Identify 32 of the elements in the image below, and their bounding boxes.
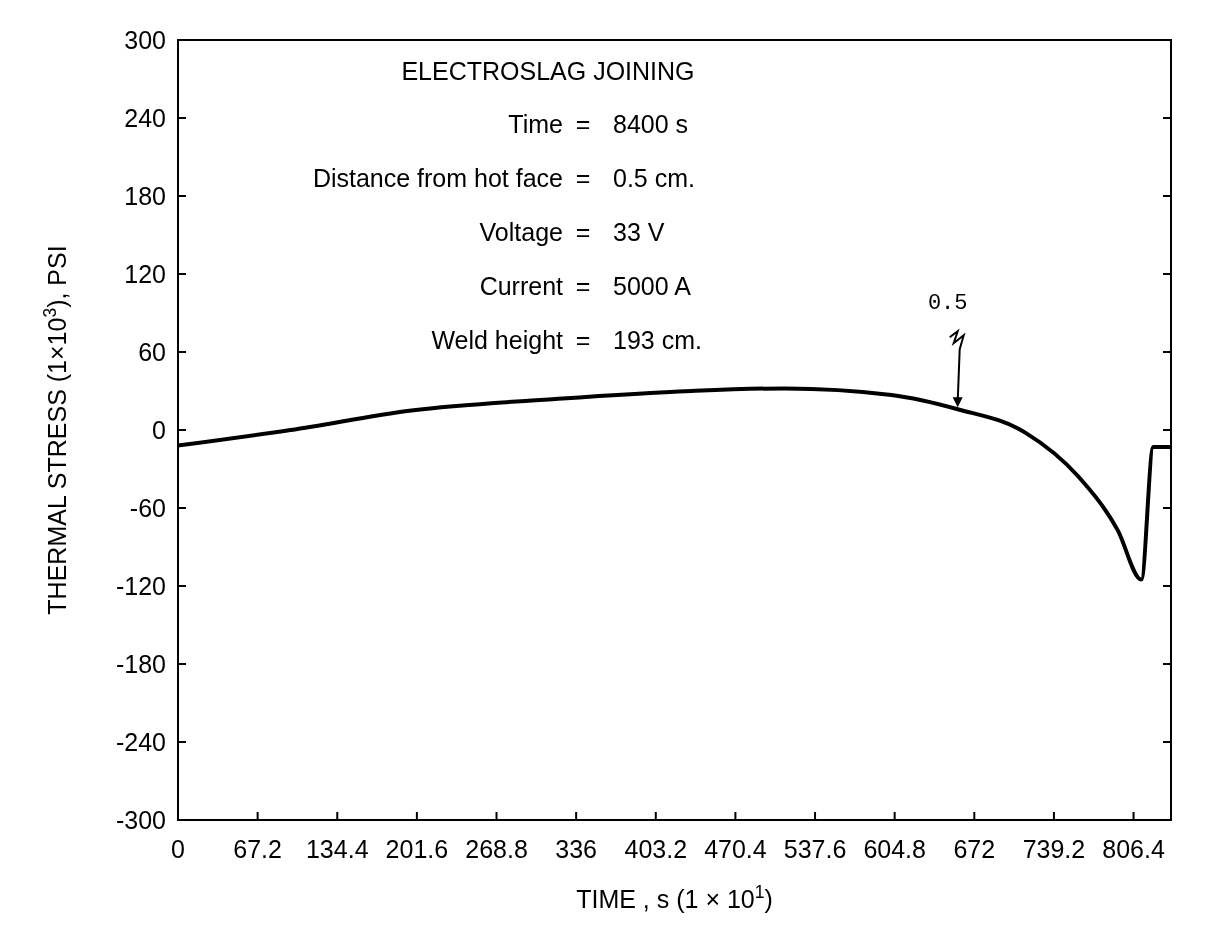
- x-tick-label: 336: [555, 835, 598, 863]
- x-tick-label: 134.4: [305, 835, 369, 863]
- y-tick-label: -300: [115, 806, 166, 834]
- y-tick-label: -120: [115, 572, 166, 600]
- y-tick-label: -60: [129, 494, 166, 522]
- x-tick-label: 0: [171, 835, 185, 863]
- y-tick-label: 0: [152, 416, 166, 444]
- y-tick-label: 120: [124, 260, 166, 288]
- x-tick-label: 604.8: [863, 835, 926, 863]
- y-tick-label: 300: [124, 26, 166, 54]
- annotation: Voltage = 33 V: [479, 218, 665, 246]
- x-tick-label: 672: [953, 835, 996, 863]
- x-tick-label: 537.6: [783, 835, 847, 863]
- text: ELECTROSLAG JOINING: [401, 57, 695, 85]
- annotation: Distance from hot face = 0.5 cm.: [312, 164, 695, 192]
- x-tick-label: 67.2: [233, 835, 282, 863]
- annotation: 0.5: [927, 291, 968, 317]
- x-axis-title: TIME , s (1 × 10$^{1}$): [576, 882, 773, 913]
- y-tick-label: 240: [124, 104, 166, 132]
- x-tick-label: 201.6: [385, 835, 449, 863]
- annotation: Time = 8400 s: [508, 110, 689, 138]
- x-tick-label: 470.4: [704, 835, 767, 863]
- x-tick-label: 403.2: [624, 835, 688, 863]
- annotation: Current = 5000 A: [479, 272, 692, 300]
- y-tick-label: 60: [138, 338, 166, 366]
- y-tick-label: 180: [124, 182, 166, 210]
- annotation: Weld height = 193 cm.: [431, 326, 702, 354]
- x-tick-label: 739.2: [1022, 835, 1086, 863]
- x-tick-label: 806.4: [1102, 835, 1165, 863]
- y-tick-label: -180: [115, 650, 166, 678]
- x-tick-label: 268.8: [465, 835, 528, 863]
- y-tick-label: -240: [115, 728, 166, 756]
